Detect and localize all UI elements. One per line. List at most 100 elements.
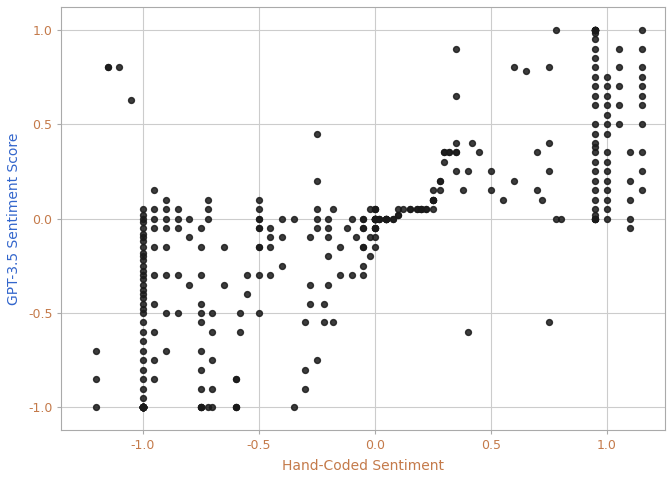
Point: [137, 404, 148, 411]
Point: [230, 404, 241, 411]
Point: [137, 262, 148, 270]
Point: [532, 148, 543, 156]
Point: [365, 205, 376, 213]
Point: [636, 120, 647, 128]
Point: [462, 168, 473, 175]
Point: [265, 224, 276, 232]
Point: [544, 319, 554, 326]
Point: [253, 224, 264, 232]
Point: [319, 319, 329, 326]
Point: [137, 404, 148, 411]
Point: [137, 404, 148, 411]
Point: [537, 196, 548, 204]
Point: [388, 215, 398, 222]
Point: [509, 63, 519, 71]
Point: [196, 271, 206, 279]
Point: [601, 120, 612, 128]
Point: [235, 309, 245, 317]
Point: [509, 177, 519, 185]
Point: [636, 63, 647, 71]
Point: [137, 384, 148, 392]
Point: [370, 224, 380, 232]
Point: [137, 404, 148, 411]
Point: [590, 26, 601, 34]
Point: [137, 404, 148, 411]
Point: [444, 148, 454, 156]
Point: [411, 205, 422, 213]
Point: [358, 243, 369, 251]
Point: [323, 224, 334, 232]
Point: [427, 196, 438, 204]
Point: [497, 196, 508, 204]
Point: [202, 205, 213, 213]
Point: [137, 404, 148, 411]
Point: [439, 148, 450, 156]
Point: [467, 139, 478, 147]
Point: [253, 243, 264, 251]
Point: [137, 404, 148, 411]
Point: [323, 215, 334, 222]
Point: [370, 215, 380, 222]
Point: [590, 130, 601, 137]
Point: [300, 366, 310, 373]
Point: [590, 35, 601, 43]
Point: [137, 404, 148, 411]
Point: [137, 404, 148, 411]
Point: [323, 252, 334, 260]
Point: [590, 26, 601, 34]
Point: [323, 281, 334, 288]
Point: [590, 73, 601, 81]
Point: [590, 26, 601, 34]
Point: [196, 319, 206, 326]
Point: [137, 404, 148, 411]
Point: [137, 404, 148, 411]
Point: [137, 404, 148, 411]
Point: [172, 271, 183, 279]
Point: [196, 404, 206, 411]
Point: [265, 234, 276, 241]
Point: [137, 256, 148, 264]
Point: [91, 347, 101, 355]
Point: [137, 404, 148, 411]
Point: [196, 243, 206, 251]
Point: [102, 63, 113, 71]
Point: [601, 215, 612, 222]
Point: [625, 177, 636, 185]
Point: [590, 143, 601, 151]
Point: [590, 177, 601, 185]
Point: [137, 356, 148, 364]
Point: [230, 404, 241, 411]
Point: [137, 404, 148, 411]
Point: [435, 186, 446, 194]
Point: [91, 404, 101, 411]
Point: [253, 224, 264, 232]
Point: [590, 26, 601, 34]
Point: [374, 215, 385, 222]
Point: [311, 205, 322, 213]
Point: [328, 319, 339, 326]
Point: [346, 215, 357, 222]
Point: [196, 309, 206, 317]
Point: [474, 148, 485, 156]
Point: [451, 148, 462, 156]
Point: [590, 168, 601, 175]
Point: [601, 177, 612, 185]
Point: [137, 337, 148, 345]
Point: [370, 205, 380, 213]
Point: [253, 271, 264, 279]
Point: [137, 404, 148, 411]
Point: [427, 205, 438, 213]
Point: [137, 404, 148, 411]
Point: [590, 92, 601, 99]
Point: [253, 243, 264, 251]
Point: [601, 101, 612, 109]
Point: [590, 26, 601, 34]
Point: [137, 328, 148, 336]
Point: [253, 215, 264, 222]
Point: [590, 148, 601, 156]
Point: [137, 375, 148, 383]
Point: [416, 205, 427, 213]
Point: [381, 215, 392, 222]
Point: [435, 177, 446, 185]
Point: [265, 243, 276, 251]
